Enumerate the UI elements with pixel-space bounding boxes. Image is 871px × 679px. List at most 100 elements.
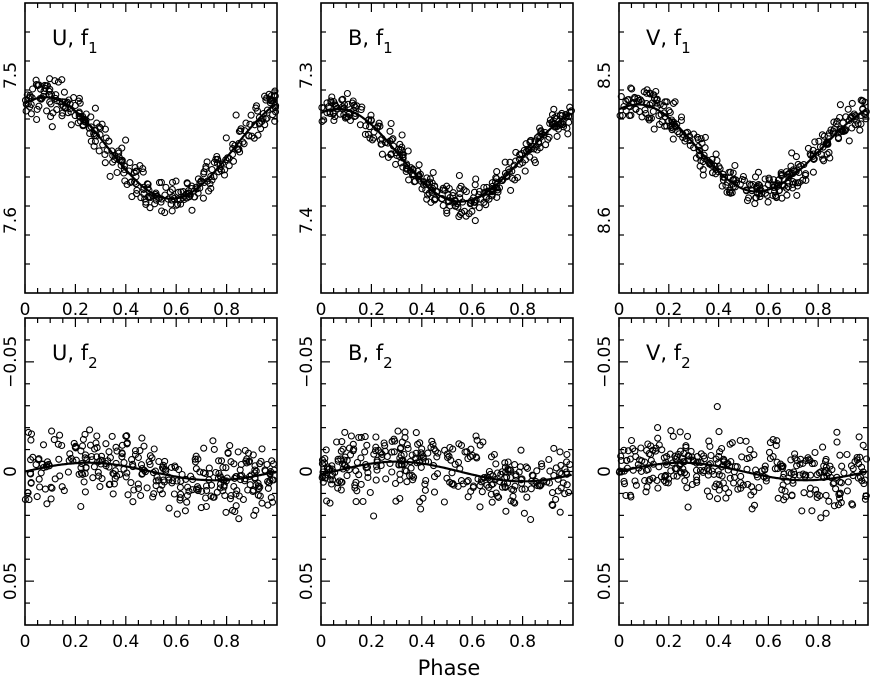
data-point	[550, 444, 558, 452]
data-point	[792, 153, 800, 161]
data-point	[501, 459, 509, 467]
x-tick-label: 0.8	[213, 632, 240, 652]
data-point	[403, 478, 411, 486]
data-point	[712, 170, 720, 178]
data-point	[473, 436, 481, 444]
x-tick-label: 0.8	[509, 300, 536, 320]
data-point	[224, 449, 232, 457]
data-point	[443, 474, 451, 482]
data-point	[334, 479, 342, 487]
data-point	[725, 168, 733, 176]
data-point	[654, 434, 662, 442]
data-point	[216, 484, 224, 492]
data-point	[502, 507, 510, 515]
data-point	[779, 462, 787, 470]
y-tick-label: 7.5	[1, 62, 21, 89]
data-point	[778, 194, 786, 202]
data-point	[624, 447, 632, 455]
data-point	[118, 441, 126, 449]
panel-label: B, f2	[348, 341, 393, 372]
data-point	[161, 457, 169, 465]
x-tick-label: 0.8	[805, 300, 832, 320]
panel-label: V, f1	[646, 26, 691, 57]
data-point	[202, 482, 211, 490]
data-point	[546, 119, 554, 127]
data-point	[844, 105, 852, 113]
data-point	[620, 446, 628, 454]
data-point	[198, 487, 206, 495]
data-point	[764, 198, 772, 206]
data-point	[619, 111, 627, 119]
data-point	[683, 484, 691, 492]
data-point	[47, 113, 55, 121]
data-point	[210, 445, 218, 453]
data-point	[688, 453, 696, 461]
data-point	[681, 469, 689, 477]
data-point	[126, 178, 134, 187]
data-point	[533, 482, 541, 490]
data-point	[322, 446, 330, 454]
data-point	[822, 509, 830, 517]
data-point	[200, 444, 208, 452]
data-point	[422, 186, 430, 194]
data-point	[346, 116, 354, 125]
data-point	[118, 144, 126, 152]
data-point	[495, 493, 503, 501]
data-point	[800, 489, 808, 497]
data-point	[144, 180, 152, 188]
data-point	[494, 186, 502, 194]
data-point	[777, 172, 785, 180]
data-point	[548, 111, 557, 119]
data-point	[467, 445, 475, 453]
data-point	[105, 448, 113, 456]
data-point	[71, 443, 79, 451]
data-point	[80, 478, 88, 486]
data-point	[469, 482, 478, 490]
data-point	[525, 146, 533, 154]
data-point	[645, 477, 653, 485]
data-point	[747, 491, 755, 499]
y-tick-label: −0.05	[1, 336, 21, 388]
data-point	[60, 487, 68, 495]
data-point	[528, 471, 536, 479]
data-point	[370, 128, 378, 136]
data-point	[350, 101, 358, 109]
data-point	[183, 180, 191, 188]
data-point	[396, 494, 404, 503]
data-point	[219, 463, 227, 472]
data-point	[654, 484, 662, 492]
data-point	[66, 450, 74, 458]
data-point	[341, 453, 349, 461]
data-point	[210, 493, 218, 501]
data-point	[48, 123, 56, 131]
data-point	[665, 107, 673, 115]
data-point	[493, 492, 502, 500]
data-point	[370, 512, 378, 520]
data-point	[857, 96, 865, 104]
data-point	[32, 461, 40, 469]
data-point	[167, 463, 176, 471]
data-point	[556, 469, 564, 477]
data-point	[225, 162, 233, 170]
data-point	[642, 466, 651, 474]
data-point	[146, 452, 154, 460]
data-point	[802, 471, 810, 479]
data-point	[504, 465, 512, 473]
x-tick-label: 0.6	[163, 632, 190, 652]
data-point	[715, 428, 723, 436]
data-point	[830, 118, 838, 126]
data-point	[700, 455, 709, 463]
data-point	[407, 464, 415, 472]
data-point	[349, 97, 357, 105]
data-point	[433, 453, 441, 461]
data-point	[710, 470, 718, 478]
data-point	[493, 168, 501, 176]
data-point	[454, 482, 462, 490]
data-point	[201, 469, 209, 478]
data-point	[347, 432, 355, 440]
data-point	[141, 195, 149, 203]
data-point	[373, 466, 381, 474]
data-point	[855, 460, 863, 468]
fit-curve	[24, 96, 277, 200]
data-point	[65, 96, 73, 104]
